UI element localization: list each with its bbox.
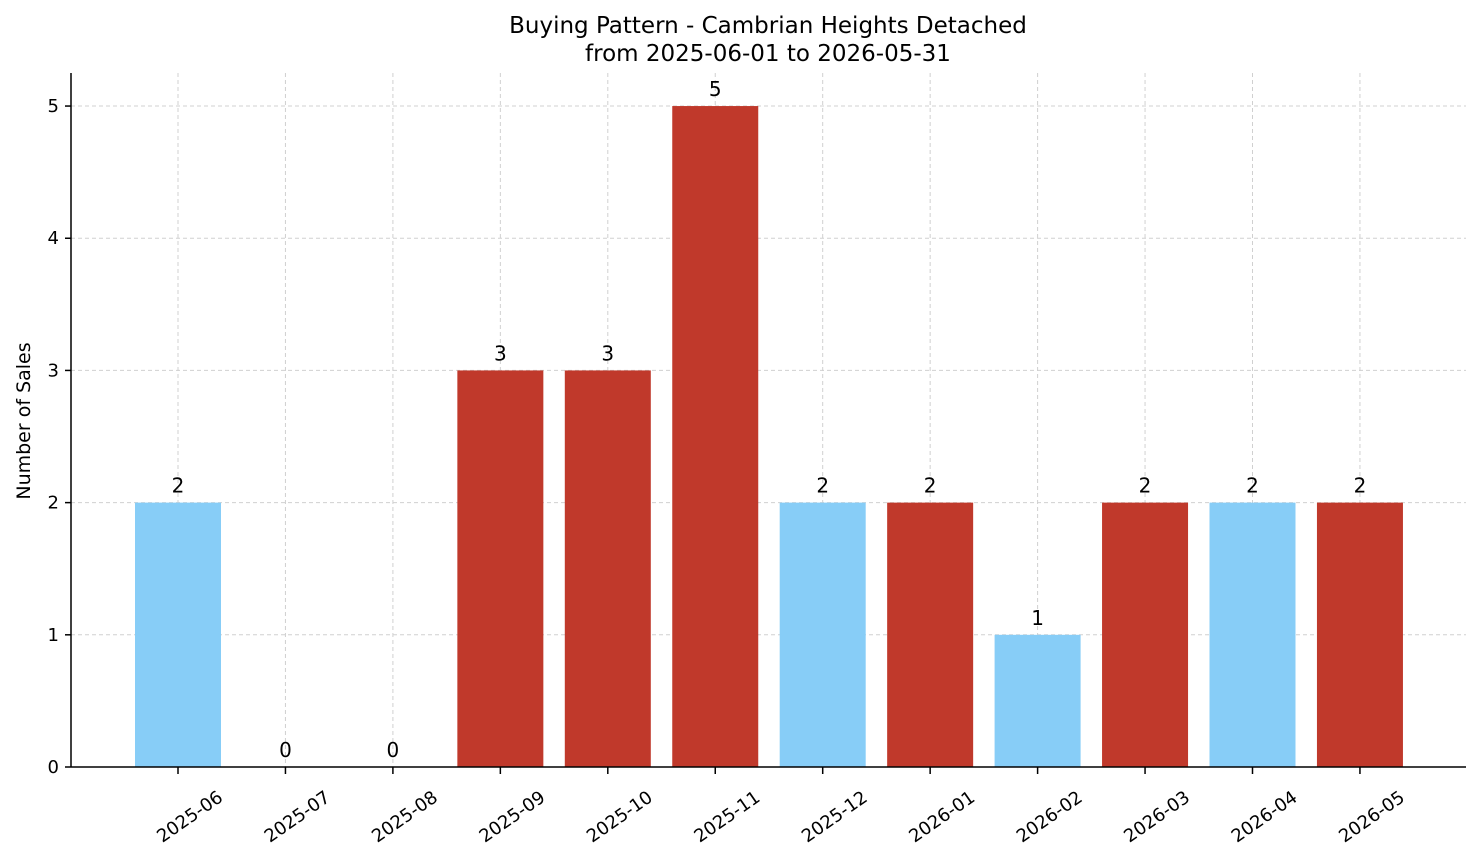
bar-2025-09 bbox=[457, 370, 544, 767]
y-tick-label: 0 bbox=[48, 757, 59, 778]
bar-2026-04 bbox=[1209, 502, 1296, 767]
data-label-2025-06: 2 bbox=[172, 474, 185, 498]
data-label-2025-07: 0 bbox=[279, 738, 292, 762]
x-tick-label: 2025-12 bbox=[798, 787, 872, 847]
data-label-2025-10: 3 bbox=[601, 341, 614, 365]
data-labels: 2 0 0 3 3 5 2 2 1 2 2 2 bbox=[172, 77, 1367, 762]
x-tick-label: 2026-03 bbox=[1120, 787, 1194, 847]
chart-title: Buying Pattern - Cambrian Heights Detach… bbox=[509, 13, 1027, 39]
bar-2026-05 bbox=[1316, 502, 1403, 767]
x-tick-label: 2025-09 bbox=[476, 787, 550, 847]
chart-subtitle: from 2025-06-01 to 2026-05-31 bbox=[585, 41, 951, 67]
x-tick-label: 2025-10 bbox=[583, 787, 657, 847]
y-tick-label: 2 bbox=[48, 493, 59, 514]
x-tick-label: 2026-01 bbox=[905, 787, 979, 847]
x-tick-label: 2026-04 bbox=[1228, 787, 1302, 847]
bar-2025-10 bbox=[564, 370, 651, 767]
y-tick-label: 5 bbox=[48, 96, 59, 117]
bar-2026-03 bbox=[1102, 502, 1189, 767]
y-tick-label: 3 bbox=[48, 360, 59, 381]
x-tick-label: 2025-08 bbox=[368, 787, 442, 847]
data-label-2025-11: 5 bbox=[709, 77, 722, 101]
x-tick-label: 2025-06 bbox=[153, 787, 227, 847]
data-label-2026-02: 1 bbox=[1031, 606, 1044, 630]
bar-2025-06 bbox=[135, 502, 221, 767]
y-tick-label: 4 bbox=[48, 228, 59, 249]
data-label-2026-01: 2 bbox=[924, 474, 937, 498]
x-tick-label: 2025-07 bbox=[261, 787, 335, 847]
y-tick-label: 1 bbox=[48, 625, 59, 646]
data-label-2025-12: 2 bbox=[816, 474, 829, 498]
data-label-2025-08: 0 bbox=[387, 738, 400, 762]
y-axis-label: Number of Sales bbox=[13, 342, 35, 499]
bars bbox=[135, 106, 1403, 768]
data-label-2026-03: 2 bbox=[1139, 474, 1152, 498]
bar-2026-01 bbox=[887, 502, 974, 767]
bar-2026-02 bbox=[994, 634, 1081, 767]
data-label-2025-09: 3 bbox=[494, 341, 507, 365]
bar-2025-12 bbox=[779, 502, 866, 767]
data-label-2026-05: 2 bbox=[1354, 474, 1367, 498]
x-tick-label: 2026-02 bbox=[1013, 787, 1087, 847]
data-label-2026-04: 2 bbox=[1246, 474, 1259, 498]
x-tick-label: 2025-11 bbox=[690, 787, 764, 847]
bar-2025-11 bbox=[672, 106, 759, 768]
x-tick-label: 2026-05 bbox=[1335, 787, 1409, 847]
